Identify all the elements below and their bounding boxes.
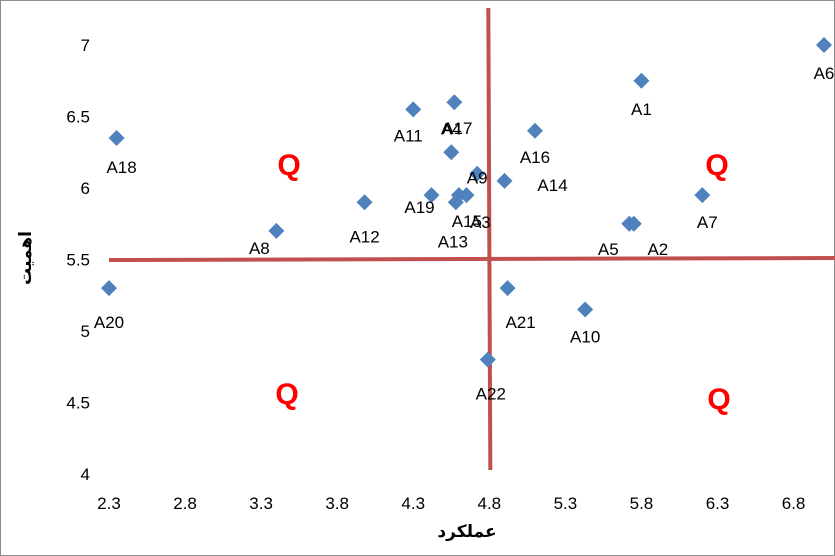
data-point	[496, 172, 513, 189]
ticks-layer: 2.3 2.8 3.3 3.8 4.3 4.8 5.3 5.8 6.3 6.8 4 4.5 5 5.5 6 6…	[66, 36, 805, 513]
data-point	[577, 301, 594, 318]
quadrant-label: Q	[707, 383, 730, 416]
data-point	[621, 215, 638, 232]
data-point	[423, 187, 440, 204]
y-tick-label: 4.5	[66, 394, 90, 413]
data-point-label: A14	[537, 176, 567, 195]
data-point	[446, 94, 463, 111]
vertical-divider	[486, 7, 493, 471]
data-point	[499, 280, 516, 297]
data-point-label: A21	[505, 313, 535, 332]
x-tick-label: 6.8	[782, 494, 806, 513]
data-point	[479, 351, 496, 368]
data-point	[443, 144, 460, 161]
data-point-label: A20	[94, 313, 124, 332]
data-point	[633, 72, 650, 89]
x-tick-label: 3.3	[249, 494, 273, 513]
data-point	[108, 129, 125, 146]
data-point	[101, 280, 117, 297]
data-point-label: A5	[598, 240, 619, 259]
quadrant-dividers	[108, 7, 835, 471]
data-point-label: A6	[814, 64, 835, 83]
y-tick-label: 6.5	[66, 108, 90, 127]
data-point-label: A18	[106, 158, 136, 177]
data-point-label: A8	[249, 239, 270, 258]
x-tick-label: 2.3	[97, 494, 121, 513]
x-axis-label: عملکرد	[437, 522, 496, 542]
data-point-label: A19	[404, 198, 434, 217]
data-point	[405, 101, 422, 118]
data-point-label: A10	[570, 328, 600, 347]
y-tick-label: 5.5	[66, 251, 90, 270]
y-tick-label: 6	[81, 179, 90, 198]
x-tick-label: 2.8	[173, 494, 197, 513]
data-point-label: A17	[442, 119, 472, 138]
y-tick-label: 4	[81, 465, 90, 484]
x-tick-label: 5.3	[554, 494, 578, 513]
point-labels-layer: A1 A2 A3 A4 A5 A6 A7 A8 A9 A10 A11 A12 A13 A14 A15 A16 A…	[94, 64, 835, 404]
data-point	[816, 37, 832, 53]
data-point-label: A12	[349, 227, 379, 246]
quadrant-label: Q	[275, 378, 298, 411]
data-point	[356, 194, 373, 211]
data-point-label: A16	[520, 148, 550, 167]
data-point-label: A2	[647, 240, 668, 259]
quadrant-label: Q	[277, 149, 300, 182]
x-tick-label: 4.8	[477, 494, 501, 513]
quadrant-label: Q	[705, 149, 728, 182]
horizontal-divider	[108, 256, 835, 262]
data-point-label: A1	[631, 100, 652, 119]
data-point-label: A15	[452, 212, 482, 231]
quadrant-labels-layer: Q Q Q Q	[275, 149, 730, 416]
points-layer	[101, 37, 832, 368]
data-point-label: A11	[394, 126, 423, 145]
data-point	[469, 165, 486, 182]
data-point-label: A13	[438, 232, 468, 251]
data-point-label: A9	[467, 169, 488, 188]
y-tick-label: 5	[81, 322, 90, 341]
data-point-label: A4	[441, 119, 462, 138]
data-point-label: A7	[697, 213, 718, 232]
x-tick-label: 6.3	[706, 494, 730, 513]
data-point	[450, 187, 467, 204]
y-axis-label: اهمیت	[16, 231, 36, 285]
x-tick-label: 3.8	[325, 494, 349, 513]
data-point-label: A22	[476, 385, 506, 404]
data-point	[268, 222, 285, 239]
data-point-label: A3	[470, 213, 491, 232]
y-tick-label: 7	[81, 36, 90, 55]
x-tick-label: 4.3	[401, 494, 425, 513]
data-point	[694, 187, 711, 204]
x-tick-label: 5.8	[630, 494, 654, 513]
data-point	[526, 122, 543, 139]
